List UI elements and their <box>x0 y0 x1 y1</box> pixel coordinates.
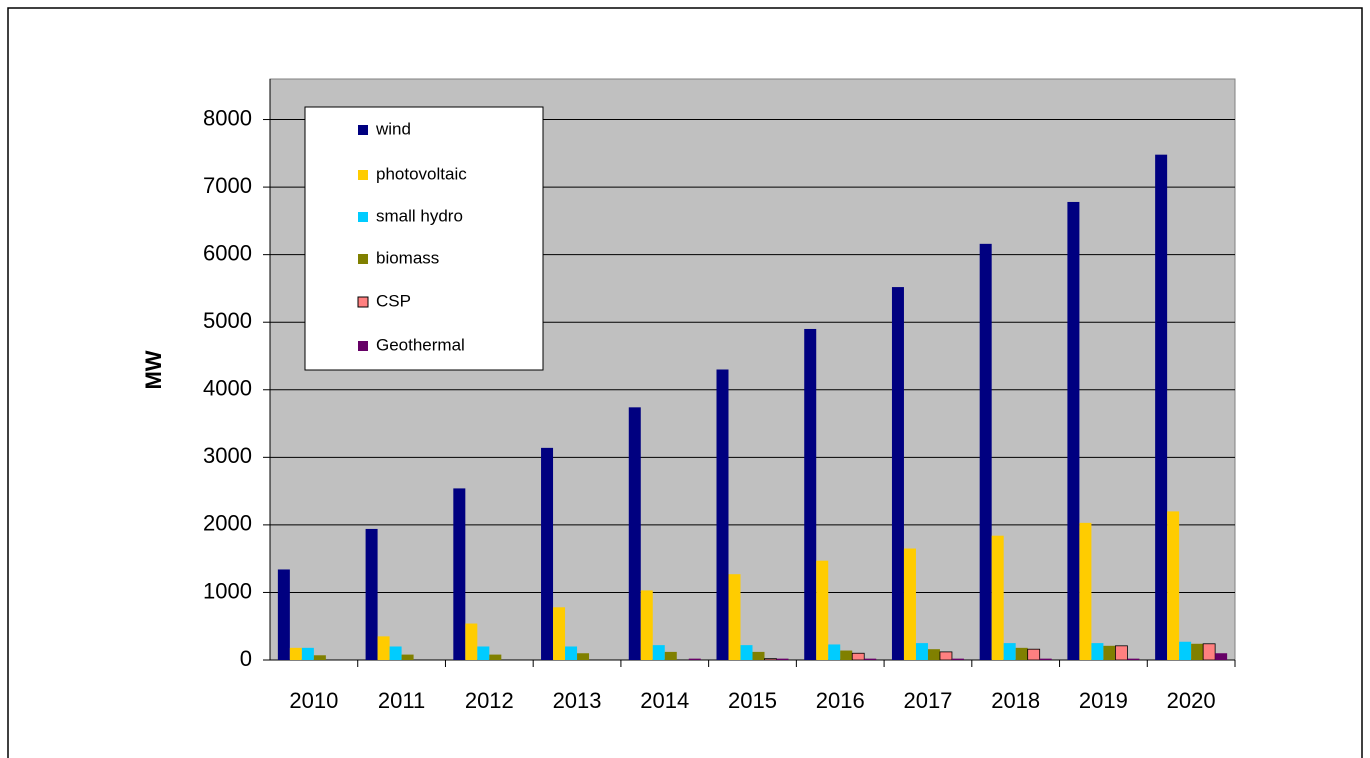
bar <box>776 658 789 660</box>
bar <box>277 569 290 660</box>
bar <box>628 407 641 660</box>
bar <box>851 652 865 661</box>
x-tick-label: 2016 <box>816 688 865 713</box>
bar <box>1191 643 1204 660</box>
bar <box>401 654 414 660</box>
bar <box>577 653 590 660</box>
bar <box>1115 645 1128 661</box>
bar <box>477 646 490 660</box>
y-tick-label: 1000 <box>203 578 252 603</box>
bar <box>1127 658 1140 660</box>
x-tick-label: 2014 <box>640 688 689 713</box>
y-tick-label: 5000 <box>203 308 252 333</box>
bar <box>951 658 964 660</box>
x-tick-label: 2017 <box>903 688 952 713</box>
y-tick-label: 3000 <box>203 443 252 468</box>
x-tick-label: 2019 <box>1079 688 1128 713</box>
bar <box>864 658 877 660</box>
bar <box>915 643 928 660</box>
bar <box>688 658 701 660</box>
y-axis-label: MW <box>141 350 166 389</box>
bar <box>465 623 478 660</box>
legend-label: small hydro <box>376 206 463 225</box>
x-tick-label: 2018 <box>991 688 1040 713</box>
bar <box>365 528 378 660</box>
x-tick-label: 2012 <box>465 688 514 713</box>
legend <box>304 106 544 371</box>
legend-swatch <box>358 212 368 222</box>
bar <box>313 655 326 660</box>
bar <box>377 636 390 660</box>
bar <box>1091 643 1104 660</box>
bar <box>1015 647 1028 660</box>
legend-label: Geothermal <box>376 335 465 354</box>
bar <box>1079 522 1092 660</box>
legend-label: biomass <box>376 248 439 267</box>
bar <box>939 651 953 661</box>
bar <box>1039 658 1052 660</box>
legend-label: photovoltaic <box>376 164 467 183</box>
legend-swatch <box>358 170 368 180</box>
x-tick-label: 2010 <box>289 688 338 713</box>
y-tick-label: 4000 <box>203 376 252 401</box>
bar <box>565 646 578 660</box>
y-tick-label: 7000 <box>203 173 252 198</box>
bar <box>991 535 1004 660</box>
bar <box>840 650 853 660</box>
bar <box>652 645 665 660</box>
legend-label: CSP <box>376 291 411 310</box>
bar <box>453 488 466 660</box>
bar <box>979 243 992 660</box>
bar <box>1155 154 1168 661</box>
bar <box>553 607 566 660</box>
bar <box>764 658 777 661</box>
bar <box>1167 511 1180 660</box>
bar <box>927 649 940 660</box>
legend-label: wind <box>375 119 411 138</box>
legend-swatch <box>357 296 369 308</box>
x-tick-label: 2011 <box>378 688 425 713</box>
bar <box>716 369 729 660</box>
bar <box>804 328 817 660</box>
legend-swatch <box>358 125 368 135</box>
x-tick-label: 2015 <box>728 688 777 713</box>
bar <box>301 647 314 660</box>
bar <box>1202 643 1216 661</box>
bar <box>1179 641 1192 660</box>
bar <box>891 287 904 660</box>
bar <box>1003 643 1016 660</box>
y-tick-label: 2000 <box>203 511 252 536</box>
bar <box>640 590 653 660</box>
legend-swatch <box>358 341 368 351</box>
bar <box>489 654 502 660</box>
bar <box>1027 648 1041 661</box>
x-tick-label: 2013 <box>553 688 602 713</box>
x-tick-label: 2020 <box>1167 688 1216 713</box>
legend-swatch <box>358 254 368 264</box>
bar <box>1215 653 1228 660</box>
bar <box>289 647 302 660</box>
bar <box>541 447 554 660</box>
bar <box>752 651 765 660</box>
bar <box>728 574 741 660</box>
bar <box>1103 645 1116 660</box>
bar <box>664 651 677 660</box>
bar <box>903 548 916 660</box>
bar <box>816 560 829 660</box>
y-tick-label: 0 <box>240 646 252 671</box>
bar <box>740 645 753 660</box>
bar <box>1067 201 1080 660</box>
bar <box>828 644 841 660</box>
y-tick-label: 8000 <box>203 105 252 130</box>
y-tick-label: 6000 <box>203 240 252 265</box>
bar <box>389 646 402 660</box>
